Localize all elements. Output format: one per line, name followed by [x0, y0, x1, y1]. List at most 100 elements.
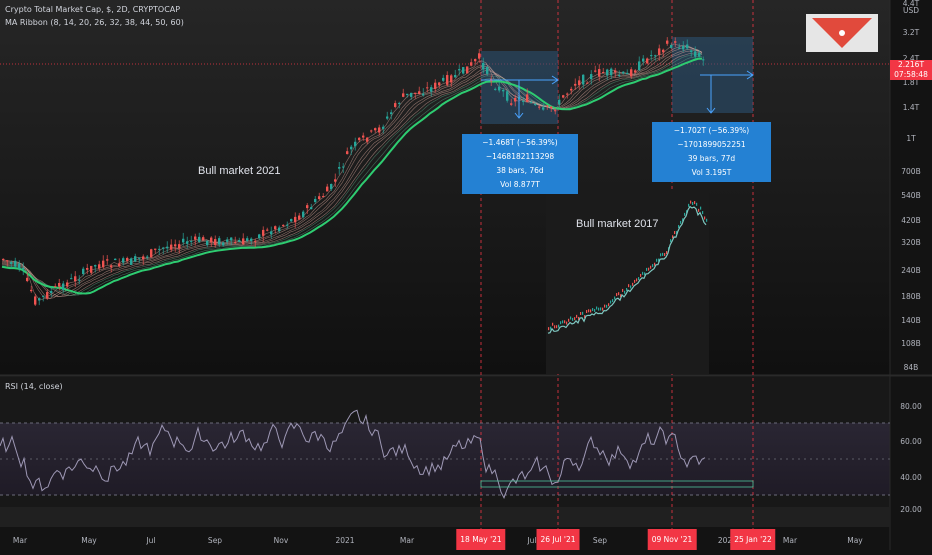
- candle-body: [670, 44, 673, 48]
- annotation-bull-2017: Bull market 2017: [576, 218, 659, 230]
- candle-body: [182, 238, 185, 243]
- candle-body: [58, 282, 61, 287]
- inset-candle: [600, 307, 602, 311]
- inset-candle: [550, 326, 552, 330]
- candle-body: [166, 246, 169, 249]
- measure-box-1[interactable]: −1.468T (−56.39%) −1468182113298 38 bars…: [462, 134, 578, 194]
- candle-body: [394, 103, 397, 107]
- candle-body: [530, 102, 533, 104]
- candle-body: [546, 105, 549, 107]
- candle-body: [410, 92, 413, 97]
- rsi-tick-label: 40.00: [900, 473, 922, 482]
- inset-candle: [596, 306, 598, 310]
- inset-candle: [556, 325, 558, 329]
- candle-body: [402, 93, 405, 97]
- candle-body: [34, 296, 37, 305]
- inset-plot: [547, 200, 708, 334]
- candle-body: [126, 257, 129, 261]
- candle-body: [574, 83, 577, 86]
- time-tick-label: Nov: [273, 536, 289, 545]
- candle-body: [678, 47, 681, 49]
- candle-body: [454, 74, 457, 78]
- candle-body: [462, 67, 465, 74]
- rsi-tick-label: 20.00: [900, 505, 922, 514]
- time-tick-label: Sep: [592, 536, 608, 545]
- candle-body: [694, 51, 697, 57]
- candle-body: [294, 216, 297, 223]
- candle-body: [642, 58, 645, 62]
- time-marker-tag: 25 Jan '22: [730, 529, 776, 550]
- measure-box-2[interactable]: −1.702T (−56.39%) −1701899052251 39 bars…: [652, 122, 771, 182]
- candle-body: [306, 205, 309, 209]
- inset-candle: [606, 304, 608, 308]
- measure-1-change: −1.468T (−56.39%) −1468182113298: [482, 138, 558, 161]
- candle-body: [186, 241, 189, 244]
- price-tick-label: 3.2T: [902, 28, 920, 37]
- inset-candle: [646, 267, 648, 271]
- candle-body: [386, 116, 389, 119]
- candle-body: [54, 286, 57, 288]
- candle-body: [442, 77, 445, 81]
- candle-body: [558, 99, 561, 105]
- candle-body: [562, 95, 565, 98]
- rsi-legend: RSI (14, close): [5, 382, 63, 391]
- inset-candle: [574, 317, 576, 321]
- candle-body: [602, 72, 605, 74]
- candle-body: [598, 69, 601, 77]
- candle-body: [86, 268, 89, 270]
- candle-body: [178, 244, 181, 249]
- inset-candle: [580, 311, 582, 315]
- inset-candle: [638, 277, 640, 281]
- inset-candle: [636, 278, 638, 282]
- candle-body: [162, 247, 165, 249]
- price-tick-label: 540B: [901, 191, 921, 200]
- measure-arrow-2v: [706, 75, 716, 114]
- inset-candle: [670, 239, 672, 243]
- candle-body: [434, 82, 437, 89]
- candle-body: [514, 97, 517, 102]
- price-tick-label: 320B: [901, 238, 921, 247]
- inset-candle: [660, 253, 662, 257]
- inset-candle: [614, 296, 616, 300]
- candle-body: [630, 69, 633, 77]
- candle-body: [390, 112, 393, 115]
- inset-candle: [604, 304, 606, 308]
- inset-candle: [570, 316, 572, 320]
- inset-candle: [648, 267, 650, 271]
- inset-candle: [608, 303, 610, 307]
- time-tick-label: Mar: [12, 536, 28, 545]
- candle-body: [18, 263, 21, 269]
- inset-candle: [684, 212, 686, 216]
- candle-body: [418, 91, 421, 95]
- inset-candle: [586, 310, 588, 314]
- measure-2-volume: Vol 3.195T: [691, 168, 732, 177]
- candle-body: [522, 100, 525, 102]
- price-tick-label: 2.4T: [902, 54, 920, 63]
- inset-candle: [692, 201, 694, 205]
- candle-body: [486, 67, 489, 74]
- candle-body: [274, 226, 277, 230]
- candle-body: [698, 52, 701, 57]
- rsi-channel: [480, 480, 754, 488]
- candle-body: [622, 71, 625, 74]
- candle-body: [422, 93, 425, 96]
- ma-line-26: [1, 48, 703, 298]
- inset-candle: [594, 308, 596, 312]
- candle-body: [154, 248, 157, 250]
- candle-body: [218, 238, 221, 245]
- price-tick-label: 1.8T: [902, 78, 920, 87]
- inset-candle: [678, 224, 680, 228]
- inset-candle: [554, 325, 556, 329]
- time-tick-label: Jul: [527, 536, 537, 545]
- candle-body: [78, 279, 81, 281]
- candle-body: [570, 88, 573, 91]
- candle-body: [82, 268, 85, 274]
- candle-body: [226, 239, 229, 242]
- ma-line-32: [1, 50, 703, 297]
- candle-body: [286, 224, 289, 226]
- candle-body: [230, 237, 233, 241]
- candle-body: [122, 258, 125, 263]
- rsi-tick-label: 60.00: [900, 437, 922, 446]
